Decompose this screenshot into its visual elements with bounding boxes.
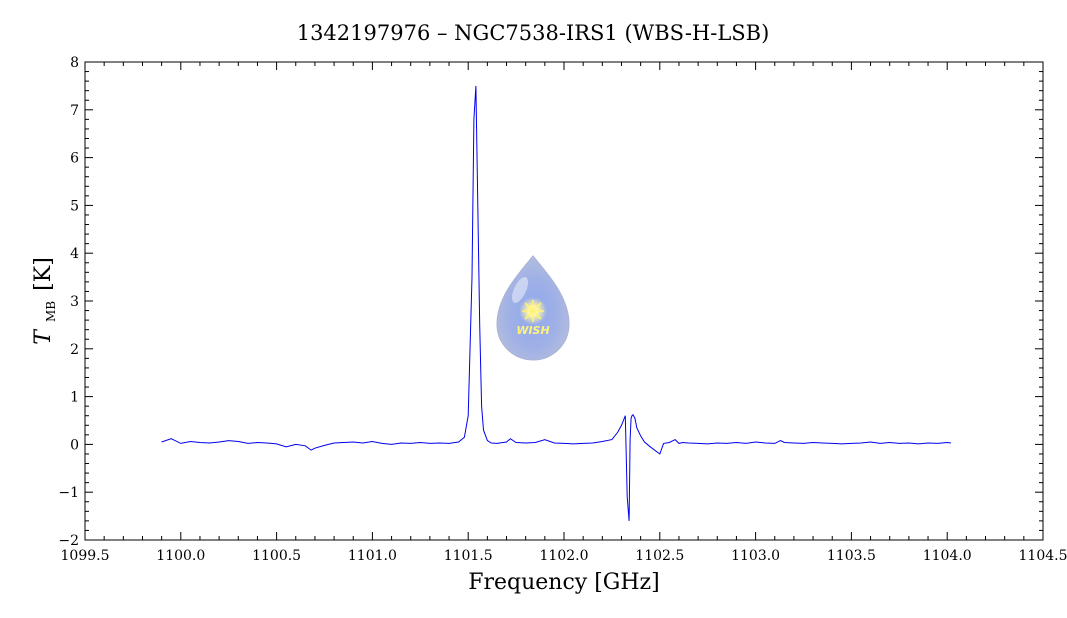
y-tick-label: 5 xyxy=(70,198,79,214)
y-axis-symbol: T xyxy=(31,328,56,345)
y-tick-label: 6 xyxy=(70,151,79,167)
x-tick-label: 1103.0 xyxy=(731,548,780,564)
wish-logo: WISH xyxy=(496,255,570,361)
x-tick-label: 1099.5 xyxy=(61,548,110,564)
x-axis-label: Frequency [GHz] xyxy=(468,570,660,595)
x-tick-label: 1100.0 xyxy=(156,548,205,564)
x-tick-label: 1103.5 xyxy=(827,548,876,564)
y-tick-label: 3 xyxy=(70,294,79,310)
x-tick-label: 1101.5 xyxy=(444,548,493,564)
y-tick-label: −1 xyxy=(58,485,79,501)
x-tick-label: 1102.5 xyxy=(635,548,684,564)
y-tick-label: 1 xyxy=(70,390,79,406)
x-tick-label: 1104.0 xyxy=(923,548,972,564)
x-tick-label: 1104.5 xyxy=(1019,548,1067,564)
y-axis-label: T MB [K] xyxy=(31,257,59,345)
wish-logo-text: WISH xyxy=(516,324,549,337)
x-tick-label: 1101.0 xyxy=(348,548,397,564)
x-tick-label: 1102.0 xyxy=(540,548,589,564)
y-axis-ticks: −2 −1 0 1 2 3 4 5 6 7 8 xyxy=(58,55,1043,549)
x-tick-label: 1100.5 xyxy=(252,548,301,564)
y-tick-label: −2 xyxy=(58,533,79,549)
y-tick-label: 4 xyxy=(70,246,79,262)
x-axis-ticks: 1099.5 1100.0 1100.5 1101.0 1101.5 1102.0 1102… xyxy=(61,62,1067,564)
spectrum-line xyxy=(161,85,952,521)
y-tick-label: 0 xyxy=(70,437,79,453)
chart-title: 1342197976 – NGC7538-IRS1 (WBS-H-LSB) xyxy=(297,21,770,45)
y-axis-unit: [K] xyxy=(31,257,56,291)
y-tick-label: 7 xyxy=(70,103,79,119)
y-tick-label: 8 xyxy=(70,55,79,71)
y-axis-subscript: MB xyxy=(44,301,58,322)
y-tick-label: 2 xyxy=(70,342,79,358)
